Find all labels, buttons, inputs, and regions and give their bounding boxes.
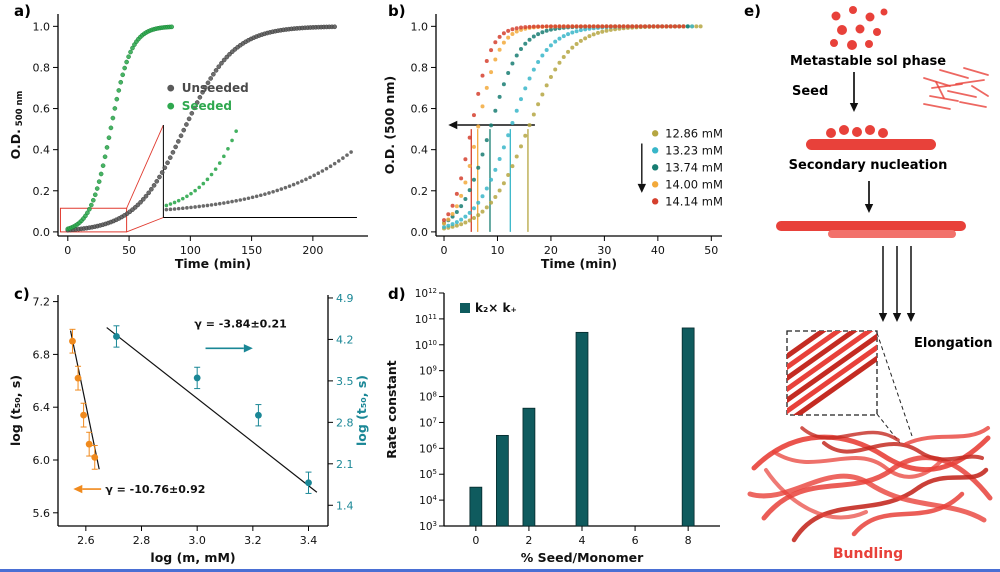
- svg-text:4.9: 4.9: [336, 292, 354, 305]
- label-seed: Seed: [792, 84, 829, 99]
- svg-text:5.6: 5.6: [33, 507, 51, 520]
- svg-text:2.6: 2.6: [77, 534, 95, 547]
- mechanism-diagram: [747, 6, 993, 543]
- svg-text:Rate constant: Rate constant: [384, 360, 399, 459]
- svg-text:108: 108: [419, 391, 437, 404]
- svg-text:3.5: 3.5: [336, 375, 354, 388]
- svg-text:6.0: 6.0: [33, 454, 51, 467]
- svg-text:6: 6: [632, 534, 639, 547]
- svg-text:1.4: 1.4: [336, 499, 354, 512]
- svg-text:13.74 mM: 13.74 mM: [665, 160, 723, 174]
- chart-d-rate-constant-bars: 103 104 105 106 107 108 109 1010 1011 1012 0 2 4 6 8 % …: [384, 287, 720, 565]
- svg-text:6.4: 6.4: [33, 401, 51, 414]
- svg-text:1.0: 1.0: [33, 20, 51, 33]
- panel-c: c) 2.6 2.8 3.0 3.2 3.4 5.6 6.0 6.4 6.8 7.2 1.4 2.1 2…: [6, 283, 378, 572]
- svg-text:k₂× k₊: k₂× k₊: [475, 301, 517, 315]
- svg-text:Unseeded: Unseeded: [182, 81, 249, 95]
- svg-text:0.4: 0.4: [411, 144, 429, 157]
- svg-text:3.0: 3.0: [188, 534, 206, 547]
- svg-text:% Seed/Monomer: % Seed/Monomer: [521, 550, 644, 565]
- svg-text:2.1: 2.1: [336, 458, 354, 471]
- svg-text:3.2: 3.2: [244, 534, 262, 547]
- svg-text:103: 103: [419, 520, 437, 533]
- svg-text:0: 0: [441, 244, 448, 257]
- svg-text:30: 30: [597, 244, 611, 257]
- svg-text:10: 10: [490, 244, 504, 257]
- svg-text:0.8: 0.8: [411, 61, 429, 74]
- svg-text:0.4: 0.4: [33, 144, 51, 157]
- svg-text:20: 20: [544, 244, 558, 257]
- panel-b-label: b): [388, 2, 406, 20]
- panel-a-label: a): [14, 2, 31, 20]
- svg-text:γ = -10.76±0.92: γ = -10.76±0.92: [105, 483, 205, 496]
- svg-text:106: 106: [419, 442, 437, 455]
- svg-text:log (t₅₀, s): log (t₅₀, s): [354, 375, 369, 446]
- svg-text:1012: 1012: [415, 287, 437, 300]
- panel-e-label: e): [744, 2, 762, 20]
- svg-text:γ = -3.84±0.21: γ = -3.84±0.21: [194, 318, 286, 331]
- svg-text:40: 40: [651, 244, 665, 257]
- chart-a-seeded-vs-unseeded-kinetics: 0 50 100 150 200 0.0 0.2 0.4 0.6 0.8 1.0 Time (min)…: [8, 14, 368, 271]
- svg-text:0.2: 0.2: [33, 185, 51, 198]
- chart-b-concentration-kinetics: 0 10 20 30 40 50 0.0 0.2 0.4 0.6 0.8 1.0 Time (min) O…: [382, 14, 723, 271]
- svg-text:50: 50: [122, 244, 136, 257]
- panel-b: b) 0 10 20 30 40 50 0.0 0.2 0.4 0.6 0.8 1.0 Time (mi…: [380, 0, 734, 278]
- panel-d: d) 103 104 105 106 107 108 109 1010 1011 1012 0 2 4 6…: [380, 283, 734, 572]
- svg-text:104: 104: [419, 494, 437, 507]
- svg-text:1010: 1010: [415, 339, 437, 352]
- svg-text:Seeded: Seeded: [182, 99, 232, 113]
- svg-text:2.8: 2.8: [336, 416, 354, 429]
- svg-text:0.0: 0.0: [411, 226, 429, 239]
- svg-text:log (t₅₀, s): log (t₅₀, s): [8, 375, 23, 446]
- chart-c-scaling-exponents: 2.6 2.8 3.0 3.2 3.4 5.6 6.0 6.4 6.8 7.2 1.4 2.1 2.8 3…: [8, 292, 369, 565]
- svg-text:log (m, mM): log (m, mM): [150, 550, 235, 565]
- svg-text:107: 107: [419, 416, 437, 429]
- svg-text:0.2: 0.2: [411, 185, 429, 198]
- svg-text:150: 150: [241, 244, 262, 257]
- svg-text:0: 0: [472, 534, 479, 547]
- svg-text:1.0: 1.0: [411, 20, 429, 33]
- svg-text:2.8: 2.8: [133, 534, 151, 547]
- panel-a: a) 0 50 100 150 200 0.0 0.2 0.4 0.6 0.8 1.0 Time (m…: [6, 0, 378, 278]
- svg-text:Time (min): Time (min): [175, 256, 251, 271]
- svg-text:Time (min): Time (min): [541, 256, 617, 271]
- label-elongation: Elongation: [914, 336, 993, 351]
- svg-text:14.00 mM: 14.00 mM: [665, 177, 723, 191]
- panel-e: e) Metastable sol phase Seed Secondary n…: [736, 0, 1000, 569]
- svg-text:0.0: 0.0: [33, 226, 51, 239]
- svg-text:12.86 mM: 12.86 mM: [665, 126, 723, 140]
- label-bundling: Bundling: [832, 546, 904, 562]
- svg-text:7.2: 7.2: [33, 296, 51, 309]
- panel-c-label: c): [14, 285, 30, 303]
- svg-text:0: 0: [64, 244, 71, 257]
- svg-text:14.14 mM: 14.14 mM: [665, 194, 723, 208]
- svg-text:0.6: 0.6: [33, 103, 51, 116]
- svg-text:0.6: 0.6: [411, 103, 429, 116]
- svg-text:13.23 mM: 13.23 mM: [665, 143, 723, 157]
- bottom-divider: [0, 569, 1000, 572]
- panel-d-label: d): [388, 285, 406, 303]
- svg-text:O.D. (500 nm): O.D. (500 nm): [382, 76, 397, 174]
- svg-text:200: 200: [302, 244, 323, 257]
- svg-text:50: 50: [704, 244, 718, 257]
- svg-text:109: 109: [419, 365, 437, 378]
- label-secondary-nucleation: Secondary nucleation: [788, 158, 948, 173]
- svg-text:3.4: 3.4: [300, 534, 318, 547]
- svg-text:4: 4: [579, 534, 586, 547]
- svg-text:8: 8: [685, 534, 692, 547]
- svg-text:4.2: 4.2: [336, 333, 354, 346]
- svg-text:105: 105: [419, 468, 437, 481]
- label-metastable-sol-phase: Metastable sol phase: [789, 54, 947, 69]
- svg-text:1011: 1011: [415, 313, 437, 326]
- svg-text:100: 100: [180, 244, 201, 257]
- svg-text:0.8: 0.8: [33, 61, 51, 74]
- svg-text:2: 2: [525, 534, 532, 547]
- svg-text:6.8: 6.8: [33, 348, 51, 361]
- svg-text:O.D. 500 nm: O.D. 500 nm: [8, 90, 25, 159]
